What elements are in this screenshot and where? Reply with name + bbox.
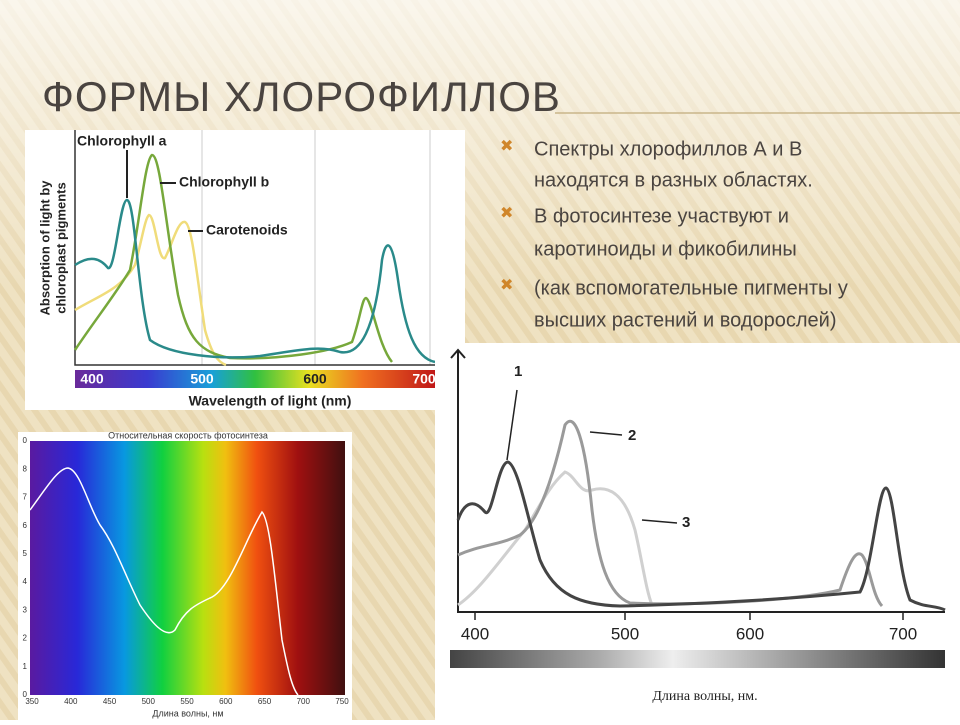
y-tick-label: 1 (23, 662, 28, 671)
curve-carotenoids (74, 213, 227, 367)
figure-bg (25, 130, 465, 410)
figure-1: Chlorophyll a Chlorophyll b Carotenoids … (25, 130, 465, 410)
curve-3 (457, 470, 654, 607)
bullet-marker: ✖ (500, 138, 513, 155)
curve-2 (457, 419, 884, 608)
curve-label: 3 (682, 514, 690, 531)
x-tick-label: 600 (303, 371, 327, 387)
label-leader (506, 389, 518, 461)
figure-3: 1 2 3 400 500 600 700 Длина волны, нм. (435, 343, 960, 720)
label-leader (641, 519, 678, 524)
spectrum-bar (75, 370, 435, 388)
y-tick-label: 7 (23, 493, 28, 502)
curve-label: Carotenoids (206, 222, 288, 238)
figure-2: Относительная скорость фотосинтеза 08765… (18, 430, 352, 720)
x-axis-label: Длина волны, нм (152, 708, 223, 718)
x-tick-label: 700 (297, 697, 311, 706)
x-tick-label: 600 (736, 624, 764, 643)
y-axis-label: chloroplast pigments (53, 182, 68, 313)
y-tick-label: 2 (23, 634, 28, 643)
label-leader (589, 431, 623, 436)
bullet-text: Спектры хлорофиллов А и В (534, 138, 802, 160)
slide-title: ФОРМЫ ХЛОРОФИЛЛОВ (42, 73, 561, 120)
spectrum-plot (30, 441, 345, 695)
y-tick-label: 3 (23, 605, 28, 614)
curve-chlorophyll-b (73, 153, 394, 363)
x-tick-label: 400 (461, 624, 489, 643)
x-tick-label: 550 (180, 697, 194, 706)
x-tick-label: 650 (258, 697, 272, 706)
curve-label: Chlorophyll a (77, 133, 167, 149)
bullets: ✖ Спектры хлорофиллов А и В находятся в … (500, 138, 848, 331)
bullet-text: В фотосинтезе участвуют и (534, 205, 789, 227)
y-tick-label: 0 (23, 436, 28, 445)
y-tick-label: 5 (23, 549, 28, 558)
axes (74, 130, 435, 366)
bullet-text: высших растений и водорослей) (534, 309, 837, 331)
axis-arrow (450, 348, 466, 359)
y-tick-label: 4 (23, 577, 28, 586)
x-tick-label: 400 (80, 371, 104, 387)
x-axis-label: Wavelength of light (nm) (189, 393, 352, 409)
x-tick-label: 700 (412, 371, 436, 387)
curve-chlorophyll-a (74, 198, 436, 364)
curve-1 (456, 460, 946, 612)
figure-title: Относительная скорость фотосинтеза (108, 430, 268, 440)
bullet-text: (как вспомогательные пигменты у (534, 277, 848, 299)
curve-label: 2 (628, 427, 636, 444)
bullet-marker: ✖ (500, 205, 513, 222)
x-tick-label: 400 (64, 697, 78, 706)
bullet-text: каротиноиды и фикобилины (534, 238, 797, 260)
y-tick-label: 6 (23, 521, 28, 530)
curve-label: Chlorophyll b (179, 174, 269, 190)
x-tick-label: 750 (335, 697, 349, 706)
x-tick-label: 500 (611, 624, 639, 643)
y-tick-label: 8 (23, 464, 28, 473)
y-axis-label: Absorption of light by (37, 180, 52, 316)
bullet-text: находятся в разных областях. (534, 169, 813, 191)
x-tick-label: 500 (190, 371, 214, 387)
bullet-marker: ✖ (500, 277, 513, 294)
x-tick-label: 450 (103, 697, 117, 706)
x-tick-label: 700 (889, 624, 917, 643)
spectrum-bar (450, 650, 945, 668)
curve-label: 1 (514, 363, 522, 380)
x-tick-label: 500 (142, 697, 156, 706)
axes (457, 350, 945, 613)
y-tick-label: 0 (23, 690, 28, 699)
x-tick-label: 600 (219, 697, 233, 706)
x-tick-label: 350 (25, 697, 39, 706)
x-axis-label: Длина волны, нм. (652, 689, 757, 704)
rate-curve (29, 467, 299, 696)
